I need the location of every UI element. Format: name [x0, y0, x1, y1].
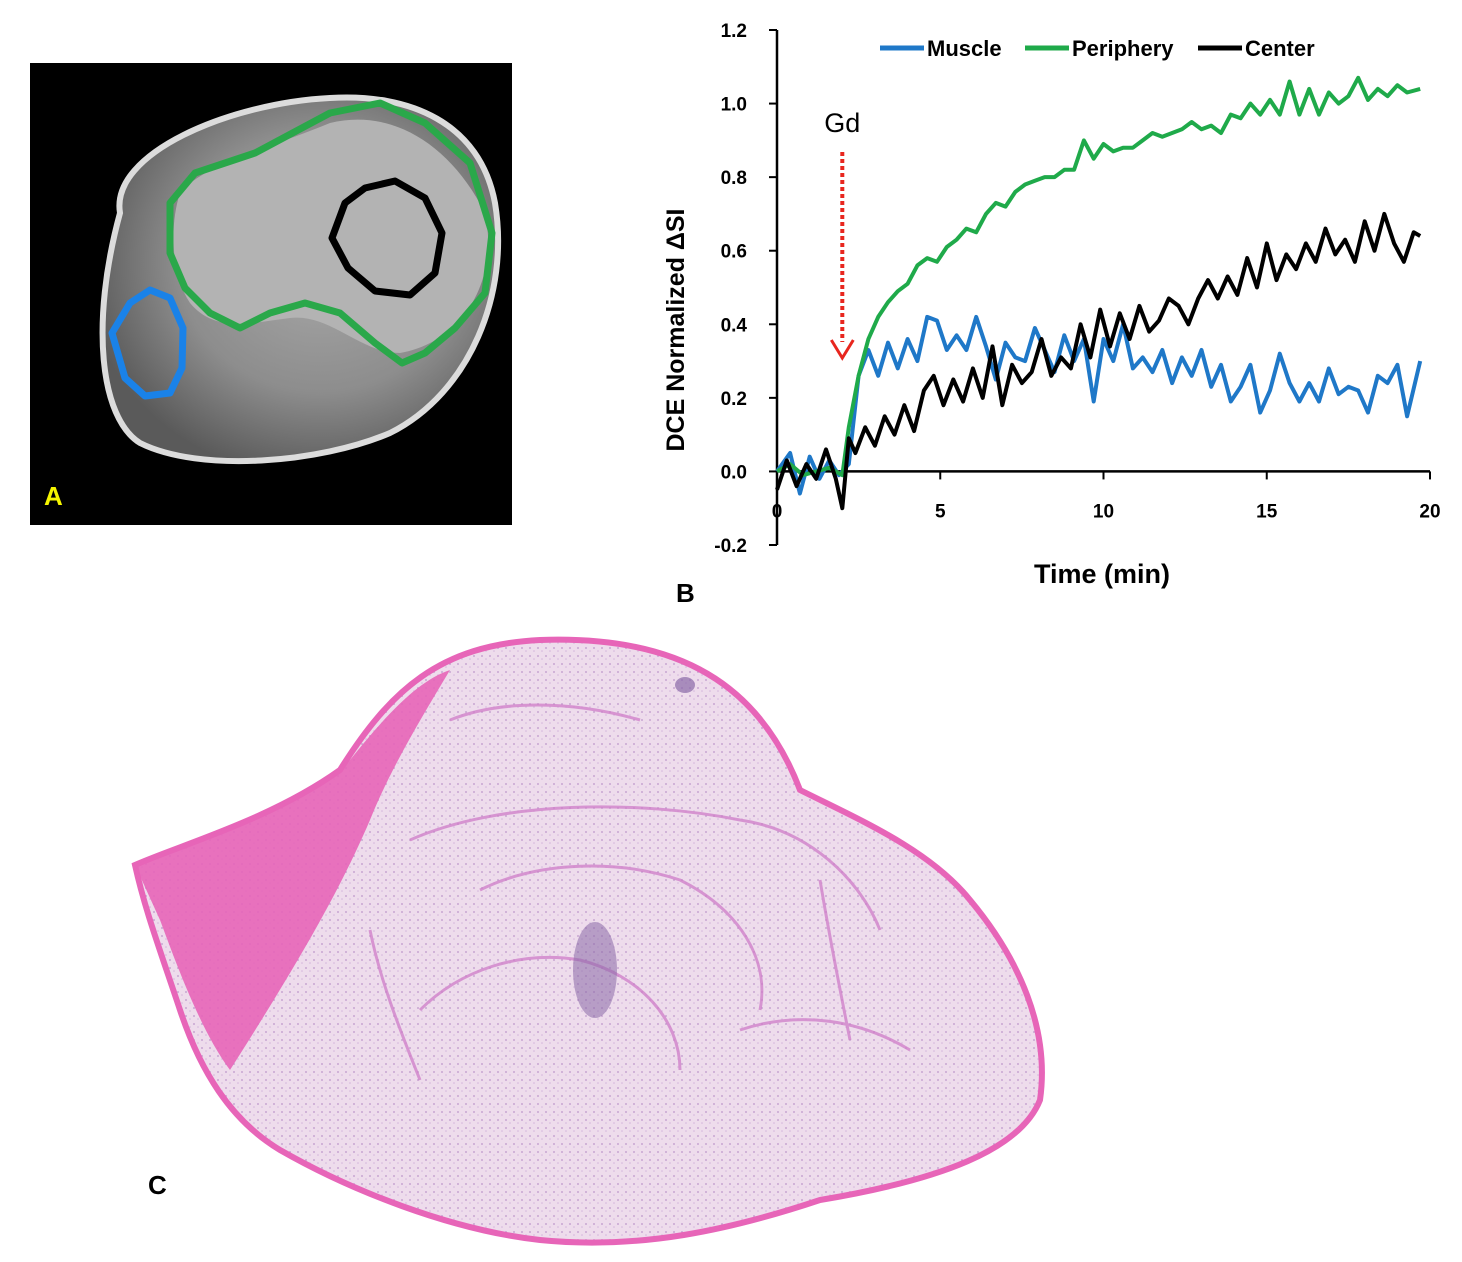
y-tick-label: 0.8	[721, 168, 747, 189]
mri-image-panel: A	[30, 63, 512, 525]
legend-label-periphery: Periphery	[1072, 36, 1174, 61]
y-tick-label: 0.0	[721, 462, 747, 483]
roi-periphery	[166, 99, 496, 367]
chart-series	[775, 75, 1423, 511]
purple-focus	[675, 677, 695, 693]
legend-label-muscle: Muscle	[927, 36, 1002, 61]
x-tick-label: 0	[772, 501, 783, 522]
y-tick-label: 1.2	[721, 21, 747, 42]
x-tick-label: 15	[1256, 501, 1278, 522]
necrotic-center	[573, 922, 617, 1018]
gd-label: Gd	[824, 108, 860, 138]
chart-legend: Muscle Periphery Center	[880, 36, 1315, 61]
gd-annotation: Gd	[824, 108, 860, 361]
gd-arrow-head	[830, 339, 855, 361]
roi-center	[328, 177, 446, 299]
legend-label-center: Center	[1245, 36, 1315, 61]
tumor-lobule-septa	[368, 703, 911, 1081]
panel-label-c: C	[148, 1170, 167, 1200]
series-line-periphery	[776, 75, 1421, 478]
muscle-tissue-band	[135, 670, 450, 1070]
series-line-muscle	[775, 314, 1423, 496]
y-tick-label: 0.4	[721, 315, 748, 336]
roi-muscle	[108, 286, 187, 400]
dce-chart: -0.2 0.0 0.2 0.4 0.6 0.8 1.0 1.2 0 5 10 15 20 Muscle…	[662, 21, 1441, 589]
x-tick-label: 10	[1093, 501, 1114, 522]
x-tick-label: 20	[1419, 501, 1440, 522]
x-axis-label: Time (min)	[1034, 559, 1170, 589]
histology-panel: C	[120, 630, 1080, 1255]
series-line-center	[775, 211, 1422, 511]
y-tick-label: -0.2	[714, 536, 747, 557]
chart-panel: -0.2 0.0 0.2 0.4 0.6 0.8 1.0 1.2 0 5 10 15 20 Muscle…	[640, 0, 1462, 620]
x-tick-label: 5	[935, 501, 946, 522]
y-tick-label: 1.0	[721, 95, 747, 116]
y-tick-label: 0.2	[721, 389, 747, 410]
mri-image	[99, 94, 502, 465]
histology-image	[131, 636, 1045, 1246]
panel-label-a: A	[44, 481, 63, 511]
panel-label-b: B	[676, 578, 695, 608]
y-axis-label: DCE Normalized ΔSI	[662, 208, 690, 451]
y-tick-label: 0.6	[721, 242, 747, 263]
chart-axes: -0.2 0.0 0.2 0.4 0.6 0.8 1.0 1.2 0 5 10 15 20	[714, 21, 1440, 557]
